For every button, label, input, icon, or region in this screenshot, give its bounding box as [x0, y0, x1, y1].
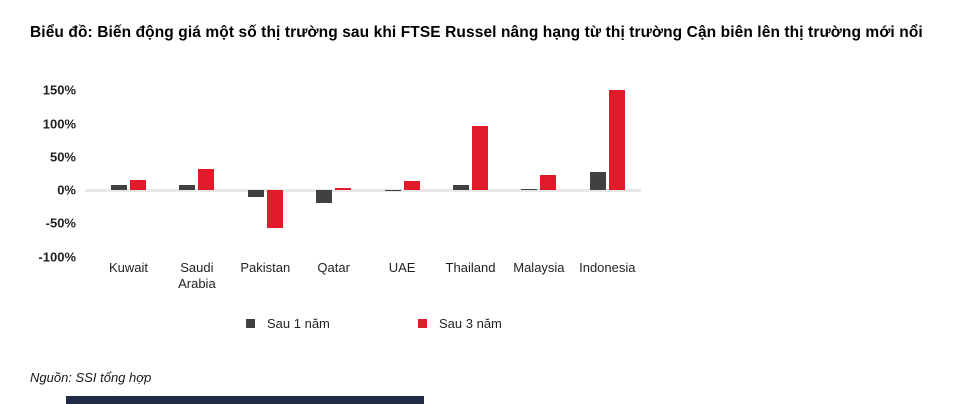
legend-label: Sau 3 năm	[439, 315, 502, 331]
x-axis-label: Kuwait	[108, 260, 149, 275]
x-axis-label: Qatar	[317, 260, 350, 275]
y-tick-label: 50%	[49, 149, 76, 165]
bar-1-year	[589, 172, 606, 190]
x-axis-label: Thailand	[445, 260, 496, 275]
y-tick-label: 0%	[57, 182, 76, 198]
bar-1-year	[453, 184, 469, 190]
bar-3-year	[472, 126, 488, 190]
chart-title: Biểu đồ: Biến động giá một số thị trường…	[30, 24, 923, 41]
x-axis-label: UAE	[388, 260, 416, 275]
bar-1-year	[111, 185, 127, 190]
y-tick-label: 100%	[42, 116, 76, 131]
x-axis-label: Malaysia	[513, 260, 565, 275]
bar-3-year	[608, 90, 625, 190]
x-axis-label: Saudi Arabia	[178, 260, 216, 291]
legend-item: Sau 1 năm	[246, 315, 330, 331]
y-tick-label: -50%	[45, 215, 76, 231]
legend-swatch-icon	[418, 318, 427, 328]
bar-1-year	[384, 190, 401, 191]
source-note: Nguồn: SSI tổng hợp	[30, 370, 152, 385]
bar-1-year	[179, 184, 196, 190]
bar-3-year	[198, 168, 215, 190]
bar-3-year	[266, 190, 283, 228]
x-axis-label: Pakistan	[240, 260, 291, 275]
bar-1-year	[247, 190, 264, 197]
y-tick-label: 150%	[42, 82, 76, 98]
bar-3-year	[130, 180, 146, 190]
bar-3-year	[540, 175, 557, 190]
x-axis-label: Indonesia	[579, 260, 636, 275]
legend-swatch-icon	[246, 318, 255, 328]
bar-1-year	[316, 190, 333, 204]
x-axis-line	[85, 188, 641, 192]
bar-3-year	[335, 188, 352, 190]
bottom-divider-bar	[66, 396, 424, 404]
legend-label: Sau 1 năm	[267, 315, 330, 331]
legend-item: Sau 3 năm	[418, 315, 502, 331]
bar-1-year	[521, 188, 538, 190]
bar-3-year	[403, 180, 420, 190]
y-tick-label: -100%	[38, 249, 76, 264]
